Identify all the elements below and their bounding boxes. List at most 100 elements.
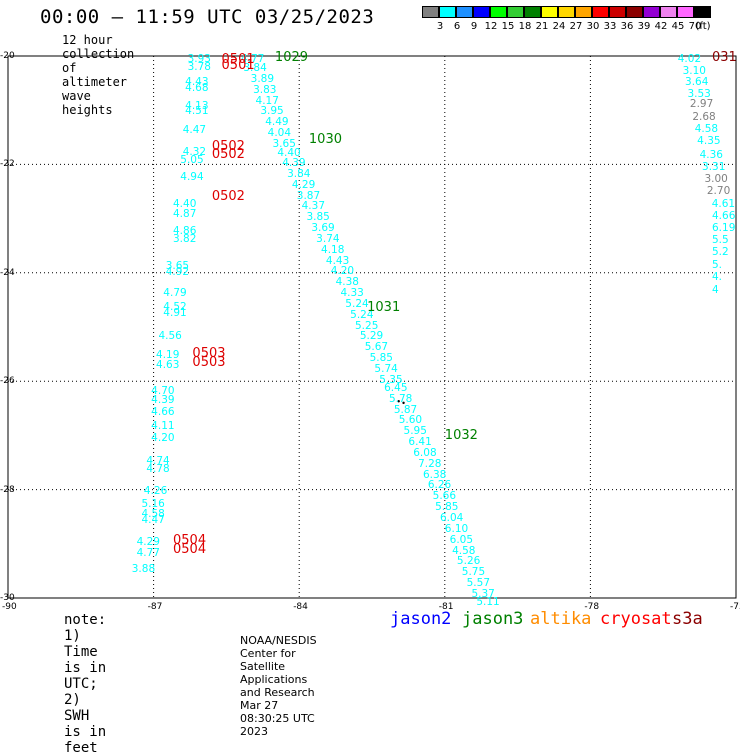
longitude-tick-label: -87 [147, 602, 163, 612]
pass-label: 1030 [308, 132, 342, 148]
swh-value: 3.53 [687, 87, 711, 100]
legend-swatch [694, 6, 711, 18]
swh-value: 6.05 [449, 533, 474, 546]
swh-value: 5.57 [466, 577, 491, 590]
swh-value: 5.87 [393, 403, 418, 416]
latitude-tick-label: -24 [0, 267, 15, 278]
swh-value: 4.26 [143, 484, 168, 497]
swh-value: 4.87 [173, 208, 197, 221]
legend-label: 24 [552, 21, 566, 32]
swh-value: 3.64 [685, 75, 709, 88]
swh-value: 2.70 [706, 185, 731, 198]
legend-swatch [524, 6, 541, 18]
swh-value: 6.38 [422, 468, 447, 481]
swh-value: 5.78 [388, 392, 413, 405]
swh-value: 3.78 [187, 60, 211, 73]
legend-label: 21 [535, 21, 549, 32]
swh-value: 3.00 [704, 173, 728, 186]
swh-value: 3.82 [173, 232, 197, 245]
pass-label: 0502 [211, 189, 245, 205]
legend-swatch [592, 6, 609, 18]
swh-value: 5.11 [476, 596, 500, 608]
swh-value: 4.39 [151, 394, 175, 407]
pass-label: 0504 [173, 533, 207, 549]
legend-label: 27 [569, 21, 583, 32]
swh-value: 4.49 [265, 116, 289, 129]
swh-value: 5.37 [471, 587, 495, 600]
swh-value: 6.19 [712, 222, 736, 235]
latitude-tick-label: -26 [0, 376, 15, 387]
legend-swatch [626, 6, 643, 18]
swh-value: 6.10 [444, 522, 469, 535]
legend-label: 42 [654, 21, 668, 32]
swh-value: 6.45 [384, 381, 408, 394]
swh-value: 4.92 [165, 266, 190, 279]
satellite-legend-jason2: jason2 [390, 609, 452, 629]
swh-value: 3.84 [287, 167, 311, 180]
page-subtitle: 12 hour collection of altimeter wave hei… [62, 33, 135, 117]
swh-value: 4.17 [255, 94, 279, 107]
swh-value: 3.69 [311, 222, 335, 235]
legend-swatch [541, 6, 558, 18]
swh-value: 4.29 [291, 178, 316, 191]
legend-label: 36 [620, 21, 634, 32]
pass-label: 1029 [274, 49, 309, 65]
latitude-tick-label: -28 [0, 484, 15, 495]
legend-swatch [507, 6, 524, 18]
swh-value: 5.75 [461, 566, 486, 579]
swh-value: 3.84 [243, 62, 267, 75]
map-frame [7, 55, 737, 599]
legend-label: 9 [470, 21, 478, 32]
swh-value: 3.85 [306, 211, 330, 224]
latitude-tick-label: -20 [0, 51, 15, 61]
pass-label: 031 [712, 49, 737, 65]
legend-label: 3 [436, 21, 444, 32]
swh-value: 4.37 [301, 200, 326, 213]
legend-swatch [609, 6, 626, 18]
swh-value: 4.40 [173, 197, 197, 210]
pass-label: 0501 [221, 52, 255, 68]
swh-value: 3.89 [250, 72, 275, 85]
swh-value: 5.66 [432, 490, 457, 503]
swh-value: 4 [712, 284, 719, 297]
island-marker [402, 401, 405, 405]
legend-swatch [439, 6, 456, 18]
pass-label: 0501 [221, 57, 255, 73]
legend-label: 12 [484, 21, 498, 32]
swh-value: 4.66 [712, 210, 736, 223]
longitude-tick-label: -81 [438, 602, 454, 612]
legend-swatch [422, 6, 439, 18]
swh-value: 6.08 [413, 446, 437, 459]
satellite-legend-cryosat: cryosat [600, 609, 672, 629]
swh-value: 4.39 [282, 156, 306, 169]
longitude-tick-label: -75 [730, 602, 740, 612]
longitude-tick-label: -90 [2, 602, 17, 612]
legend-unit: (ft) [695, 21, 711, 32]
swh-value: 5.25 [355, 319, 379, 332]
swh-value: 5.05 [180, 154, 204, 167]
swh-value: 4.36 [699, 148, 723, 161]
swh-value: 4.35 [697, 135, 721, 148]
swh-value: 4.91 [163, 307, 187, 320]
pass-label: 0502 [211, 138, 245, 154]
swh-value: 4.19 [156, 349, 180, 362]
note-text: note: 1) Time is in UTC; 2) SWH is in fe… [64, 612, 107, 756]
swh-value: 4.20 [151, 432, 175, 445]
swh-value: 5. [712, 258, 723, 271]
swh-value: 4.33 [340, 287, 364, 300]
swh-value: 4.56 [158, 330, 182, 343]
legend-label: 45 [671, 21, 685, 32]
pass-label: 0503 [192, 346, 226, 362]
swh-value: 4.63 [156, 358, 180, 371]
swh-value: 2.97 [689, 98, 714, 111]
swh-value: 4.18 [321, 243, 345, 256]
swh-value: 5.24 [350, 308, 374, 321]
legend-label: 39 [637, 21, 651, 32]
swh-value: 4.51 [185, 105, 209, 118]
swh-value: 3.65 [165, 259, 190, 272]
legend-swatch [473, 6, 490, 18]
swh-value: 5.29 [359, 330, 384, 343]
swh-value: 4.58 [452, 544, 476, 557]
swh-value: 4.43 [185, 75, 209, 88]
pass-label: 0502 [211, 147, 245, 163]
